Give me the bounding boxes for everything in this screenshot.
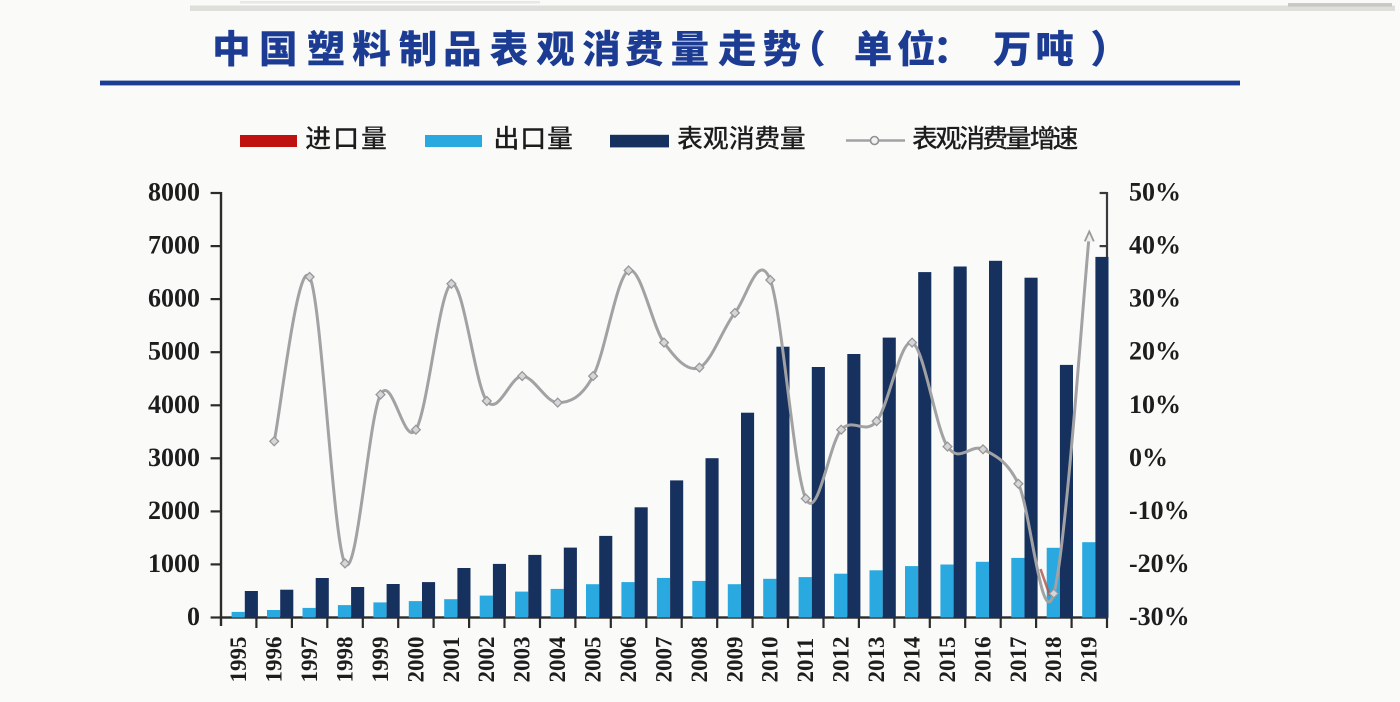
svg-text:2008: 2008 [687, 637, 712, 683]
svg-text:7000: 7000 [148, 231, 200, 260]
svg-text:2014: 2014 [900, 636, 925, 683]
svg-text:2004: 2004 [545, 636, 570, 683]
svg-text:20%: 20% [1129, 337, 1181, 366]
svg-text:1997: 1997 [297, 637, 322, 683]
svg-text:50%: 50% [1129, 178, 1181, 207]
svg-text:-30%: -30% [1129, 602, 1190, 631]
svg-text:30%: 30% [1129, 284, 1181, 313]
svg-text:2019: 2019 [1077, 637, 1102, 683]
svg-text:3000: 3000 [148, 443, 200, 472]
svg-text:2009: 2009 [722, 637, 747, 683]
svg-text:2005: 2005 [581, 637, 606, 683]
svg-text:1995: 1995 [226, 637, 251, 683]
svg-text:2002: 2002 [474, 637, 499, 683]
svg-text:0%: 0% [1129, 443, 1168, 472]
svg-text:10%: 10% [1129, 390, 1181, 419]
svg-text:1998: 1998 [332, 637, 357, 683]
svg-text:2018: 2018 [1041, 637, 1066, 683]
svg-text:2000: 2000 [148, 496, 200, 525]
svg-text:1000: 1000 [148, 549, 200, 578]
svg-text:2006: 2006 [616, 637, 641, 683]
svg-text:2013: 2013 [864, 637, 889, 683]
svg-text:2011: 2011 [793, 638, 818, 683]
svg-text:2017: 2017 [1006, 637, 1031, 683]
svg-text:1999: 1999 [368, 637, 393, 683]
svg-text:2016: 2016 [970, 637, 995, 683]
svg-text:6000: 6000 [148, 284, 200, 313]
svg-text:2000: 2000 [403, 637, 428, 683]
svg-text:2012: 2012 [829, 637, 854, 683]
svg-text:0: 0 [187, 602, 200, 631]
svg-text:2015: 2015 [935, 637, 960, 683]
svg-text:1996: 1996 [262, 637, 287, 683]
svg-text:2003: 2003 [510, 637, 535, 683]
svg-text:4000: 4000 [148, 390, 200, 419]
svg-text:2001: 2001 [439, 637, 464, 683]
svg-text:8000: 8000 [148, 178, 200, 207]
svg-text:5000: 5000 [148, 337, 200, 366]
svg-text:-20%: -20% [1129, 549, 1190, 578]
svg-text:40%: 40% [1129, 231, 1181, 260]
svg-text:-10%: -10% [1129, 496, 1190, 525]
svg-text:2010: 2010 [758, 637, 783, 683]
svg-text:2007: 2007 [651, 637, 676, 683]
